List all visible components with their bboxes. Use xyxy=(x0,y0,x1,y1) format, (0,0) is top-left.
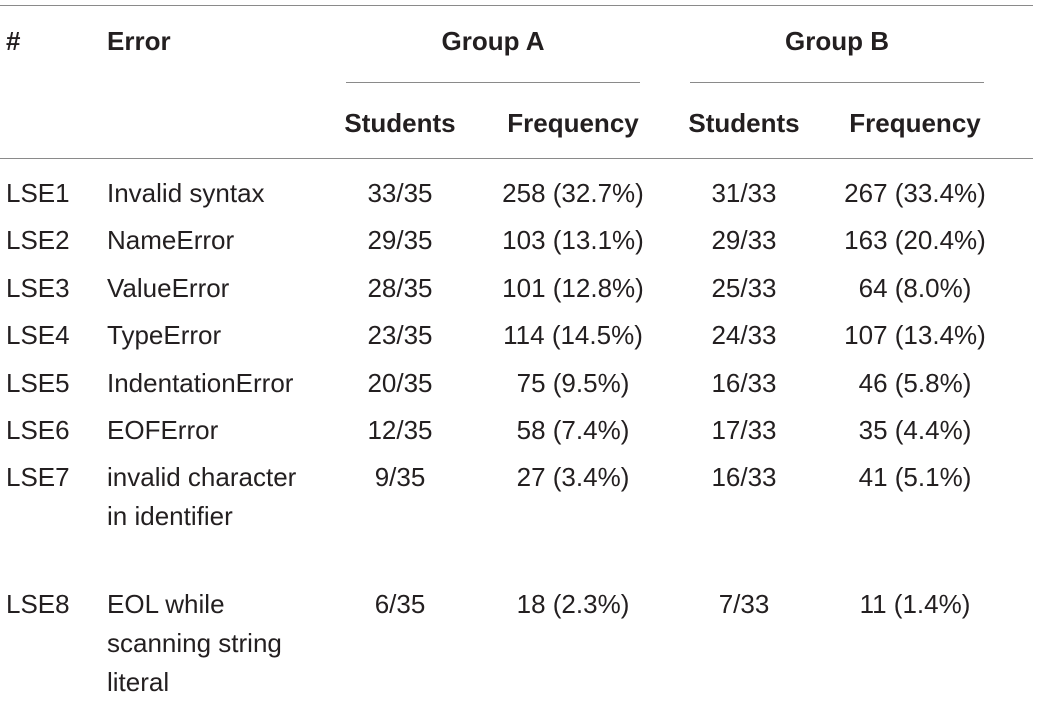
row-a-students: 29/35 xyxy=(367,225,433,255)
header-a-frequency: Frequency xyxy=(507,108,639,138)
row-id: LSE5 xyxy=(6,368,70,398)
row-b-frequency: 46 (5.8%) xyxy=(858,368,972,398)
row-b-students: 16/33 xyxy=(711,462,777,492)
row-a-frequency: 103 (13.1%) xyxy=(502,225,644,255)
row-b-frequency: 267 (33.4%) xyxy=(844,178,986,208)
row-id: LSE1 xyxy=(6,178,70,208)
row-a-students: 9/35 xyxy=(374,462,426,492)
header-divider xyxy=(0,158,1033,159)
row-id: LSE7 xyxy=(6,462,70,492)
row-error: Invalid syntax xyxy=(107,178,265,208)
row-a-frequency: 75 (9.5%) xyxy=(516,368,630,398)
row-error: invalid character in identifier xyxy=(107,462,297,531)
header-a-students: Students xyxy=(344,108,456,138)
row-error: ValueError xyxy=(107,273,230,303)
group-b-rule xyxy=(690,82,984,83)
row-error: EOFError xyxy=(107,415,219,445)
row-b-frequency: 11 (1.4%) xyxy=(859,589,971,619)
row-a-students: 23/35 xyxy=(367,320,433,350)
row-b-students: 16/33 xyxy=(711,368,777,398)
row-id: LSE8 xyxy=(6,589,70,619)
row-b-students: 31/33 xyxy=(711,178,777,208)
row-b-frequency: 163 (20.4%) xyxy=(844,225,986,255)
row-a-frequency: 101 (12.8%) xyxy=(502,273,644,303)
row-b-frequency: 107 (13.4%) xyxy=(844,320,986,350)
row-a-frequency: 114 (14.5%) xyxy=(503,320,643,350)
row-b-frequency: 35 (4.4%) xyxy=(858,415,972,445)
row-b-students: 29/33 xyxy=(711,225,777,255)
row-a-students: 28/35 xyxy=(367,273,433,303)
row-id: LSE4 xyxy=(6,320,70,350)
row-a-frequency: 27 (3.4%) xyxy=(516,462,630,492)
row-b-students: 17/33 xyxy=(711,415,777,445)
row-b-students: 25/33 xyxy=(711,273,777,303)
group-a-rule xyxy=(346,82,640,83)
row-a-frequency: 258 (32.7%) xyxy=(502,178,644,208)
row-id: LSE2 xyxy=(6,225,70,255)
row-b-students: 24/33 xyxy=(711,320,777,350)
row-a-students: 6/35 xyxy=(374,589,426,619)
row-error: TypeError xyxy=(107,320,222,350)
row-b-frequency: 64 (8.0%) xyxy=(858,273,972,303)
row-a-students: 20/35 xyxy=(367,368,433,398)
header-b-students: Students xyxy=(688,108,800,138)
top-rule xyxy=(0,5,1033,6)
row-error: IndentationError xyxy=(107,368,294,398)
header-error: Error xyxy=(107,26,171,56)
row-id: LSE6 xyxy=(6,415,70,445)
row-a-frequency: 58 (7.4%) xyxy=(516,415,630,445)
row-a-frequency: 18 (2.3%) xyxy=(516,589,630,619)
row-b-frequency: 41 (5.1%) xyxy=(858,462,972,492)
row-b-students: 7/33 xyxy=(718,589,770,619)
row-error: NameError xyxy=(107,225,235,255)
row-a-students: 12/35 xyxy=(367,415,433,445)
header-hash: # xyxy=(6,26,21,56)
header-group-a: Group A xyxy=(441,26,545,56)
header-b-frequency: Frequency xyxy=(849,108,981,138)
row-id: LSE3 xyxy=(6,273,70,303)
header-group-b: Group B xyxy=(785,26,889,56)
row-error: EOL while scanning string literal xyxy=(107,589,282,697)
row-a-students: 33/35 xyxy=(367,178,433,208)
